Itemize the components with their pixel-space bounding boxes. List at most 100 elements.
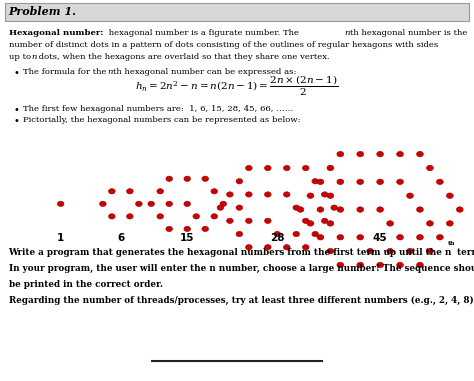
Text: 1: 1	[57, 233, 64, 243]
Text: •: •	[13, 116, 19, 126]
Circle shape	[317, 179, 324, 184]
Circle shape	[307, 221, 314, 226]
Text: Problem 1.: Problem 1.	[9, 6, 76, 17]
Circle shape	[327, 165, 334, 171]
Circle shape	[387, 221, 393, 226]
Circle shape	[302, 218, 309, 224]
Circle shape	[293, 231, 300, 237]
Text: The first few hexagonal numbers are:  1, 6, 15, 28, 45, 66, ……: The first few hexagonal numbers are: 1, …	[23, 104, 293, 112]
Circle shape	[397, 262, 403, 268]
Circle shape	[264, 218, 271, 224]
Circle shape	[136, 201, 142, 207]
Circle shape	[274, 231, 281, 237]
Circle shape	[447, 193, 453, 199]
Circle shape	[327, 248, 334, 254]
Text: n: n	[344, 29, 350, 37]
Circle shape	[337, 179, 344, 184]
Circle shape	[227, 218, 233, 224]
Circle shape	[184, 226, 191, 232]
Circle shape	[302, 245, 309, 250]
Circle shape	[217, 205, 224, 210]
Circle shape	[427, 165, 433, 171]
Circle shape	[321, 218, 328, 224]
Circle shape	[283, 245, 290, 250]
Text: th hexagonal number is the: th hexagonal number is the	[350, 29, 467, 37]
Circle shape	[307, 193, 314, 199]
Circle shape	[236, 231, 243, 237]
FancyBboxPatch shape	[5, 3, 469, 21]
Circle shape	[337, 207, 344, 212]
Circle shape	[407, 193, 413, 199]
Circle shape	[246, 192, 252, 197]
Text: term.: term.	[454, 248, 474, 257]
Circle shape	[202, 226, 209, 232]
Circle shape	[357, 207, 364, 212]
Circle shape	[220, 201, 227, 207]
Circle shape	[397, 235, 403, 240]
Circle shape	[377, 179, 383, 184]
Circle shape	[456, 207, 463, 212]
Circle shape	[367, 248, 374, 254]
Circle shape	[437, 179, 443, 184]
Circle shape	[166, 201, 173, 207]
Circle shape	[246, 245, 252, 250]
Circle shape	[337, 151, 344, 157]
Circle shape	[312, 179, 319, 184]
Circle shape	[157, 214, 164, 219]
Circle shape	[337, 235, 344, 240]
Circle shape	[357, 151, 364, 157]
Circle shape	[447, 221, 453, 226]
Circle shape	[109, 214, 115, 219]
Circle shape	[437, 235, 443, 240]
Text: th hexagonal number can be expressed as:: th hexagonal number can be expressed as:	[113, 68, 296, 76]
Circle shape	[317, 207, 324, 212]
Circle shape	[327, 193, 334, 199]
Text: th: th	[447, 241, 455, 246]
Circle shape	[377, 207, 383, 212]
Circle shape	[211, 189, 218, 194]
Text: 6: 6	[117, 233, 125, 243]
Circle shape	[148, 201, 155, 207]
Circle shape	[236, 205, 243, 210]
Text: Regarding the number of threads/processes, try at least three different numbers : Regarding the number of threads/processe…	[9, 296, 474, 305]
Circle shape	[417, 262, 423, 268]
Text: Write a program that generates the hexagonal numbers from the first term up unti: Write a program that generates the hexag…	[9, 248, 452, 257]
Circle shape	[302, 165, 309, 171]
Circle shape	[283, 192, 290, 197]
Circle shape	[246, 218, 252, 224]
Circle shape	[387, 248, 393, 254]
Circle shape	[157, 189, 164, 194]
Circle shape	[297, 207, 304, 212]
Text: Hexagonal number:: Hexagonal number:	[9, 29, 103, 37]
Circle shape	[321, 192, 328, 197]
Circle shape	[184, 201, 191, 207]
Circle shape	[184, 176, 191, 181]
Circle shape	[427, 221, 433, 226]
Text: Pictorially, the hexagonal numbers can be represented as below:: Pictorially, the hexagonal numbers can b…	[23, 116, 300, 124]
Circle shape	[357, 262, 364, 268]
Circle shape	[377, 262, 383, 268]
Circle shape	[397, 151, 403, 157]
Text: hexagonal number is a figurate number. The: hexagonal number is a figurate number. T…	[106, 29, 302, 37]
Circle shape	[264, 165, 271, 171]
Circle shape	[100, 201, 106, 207]
Circle shape	[193, 214, 200, 219]
Text: •: •	[13, 68, 19, 78]
Circle shape	[211, 214, 218, 219]
Circle shape	[397, 179, 403, 184]
Circle shape	[427, 248, 433, 254]
Circle shape	[317, 235, 324, 240]
Text: dots, when the hexagons are overlaid so that they share one vertex.: dots, when the hexagons are overlaid so …	[36, 53, 330, 61]
Text: •: •	[13, 104, 19, 115]
Circle shape	[127, 189, 133, 194]
Circle shape	[327, 221, 334, 226]
Circle shape	[166, 226, 173, 232]
Circle shape	[407, 248, 413, 254]
Circle shape	[357, 235, 364, 240]
Circle shape	[227, 192, 233, 197]
Circle shape	[264, 245, 271, 250]
Circle shape	[331, 205, 337, 210]
Circle shape	[236, 179, 243, 184]
Text: n: n	[107, 68, 113, 76]
Text: $h_n = 2n^2 - n = n(2n - 1) = \dfrac{2n \times (2n-1)}{2}$: $h_n = 2n^2 - n = n(2n - 1) = \dfrac{2n …	[136, 74, 338, 98]
